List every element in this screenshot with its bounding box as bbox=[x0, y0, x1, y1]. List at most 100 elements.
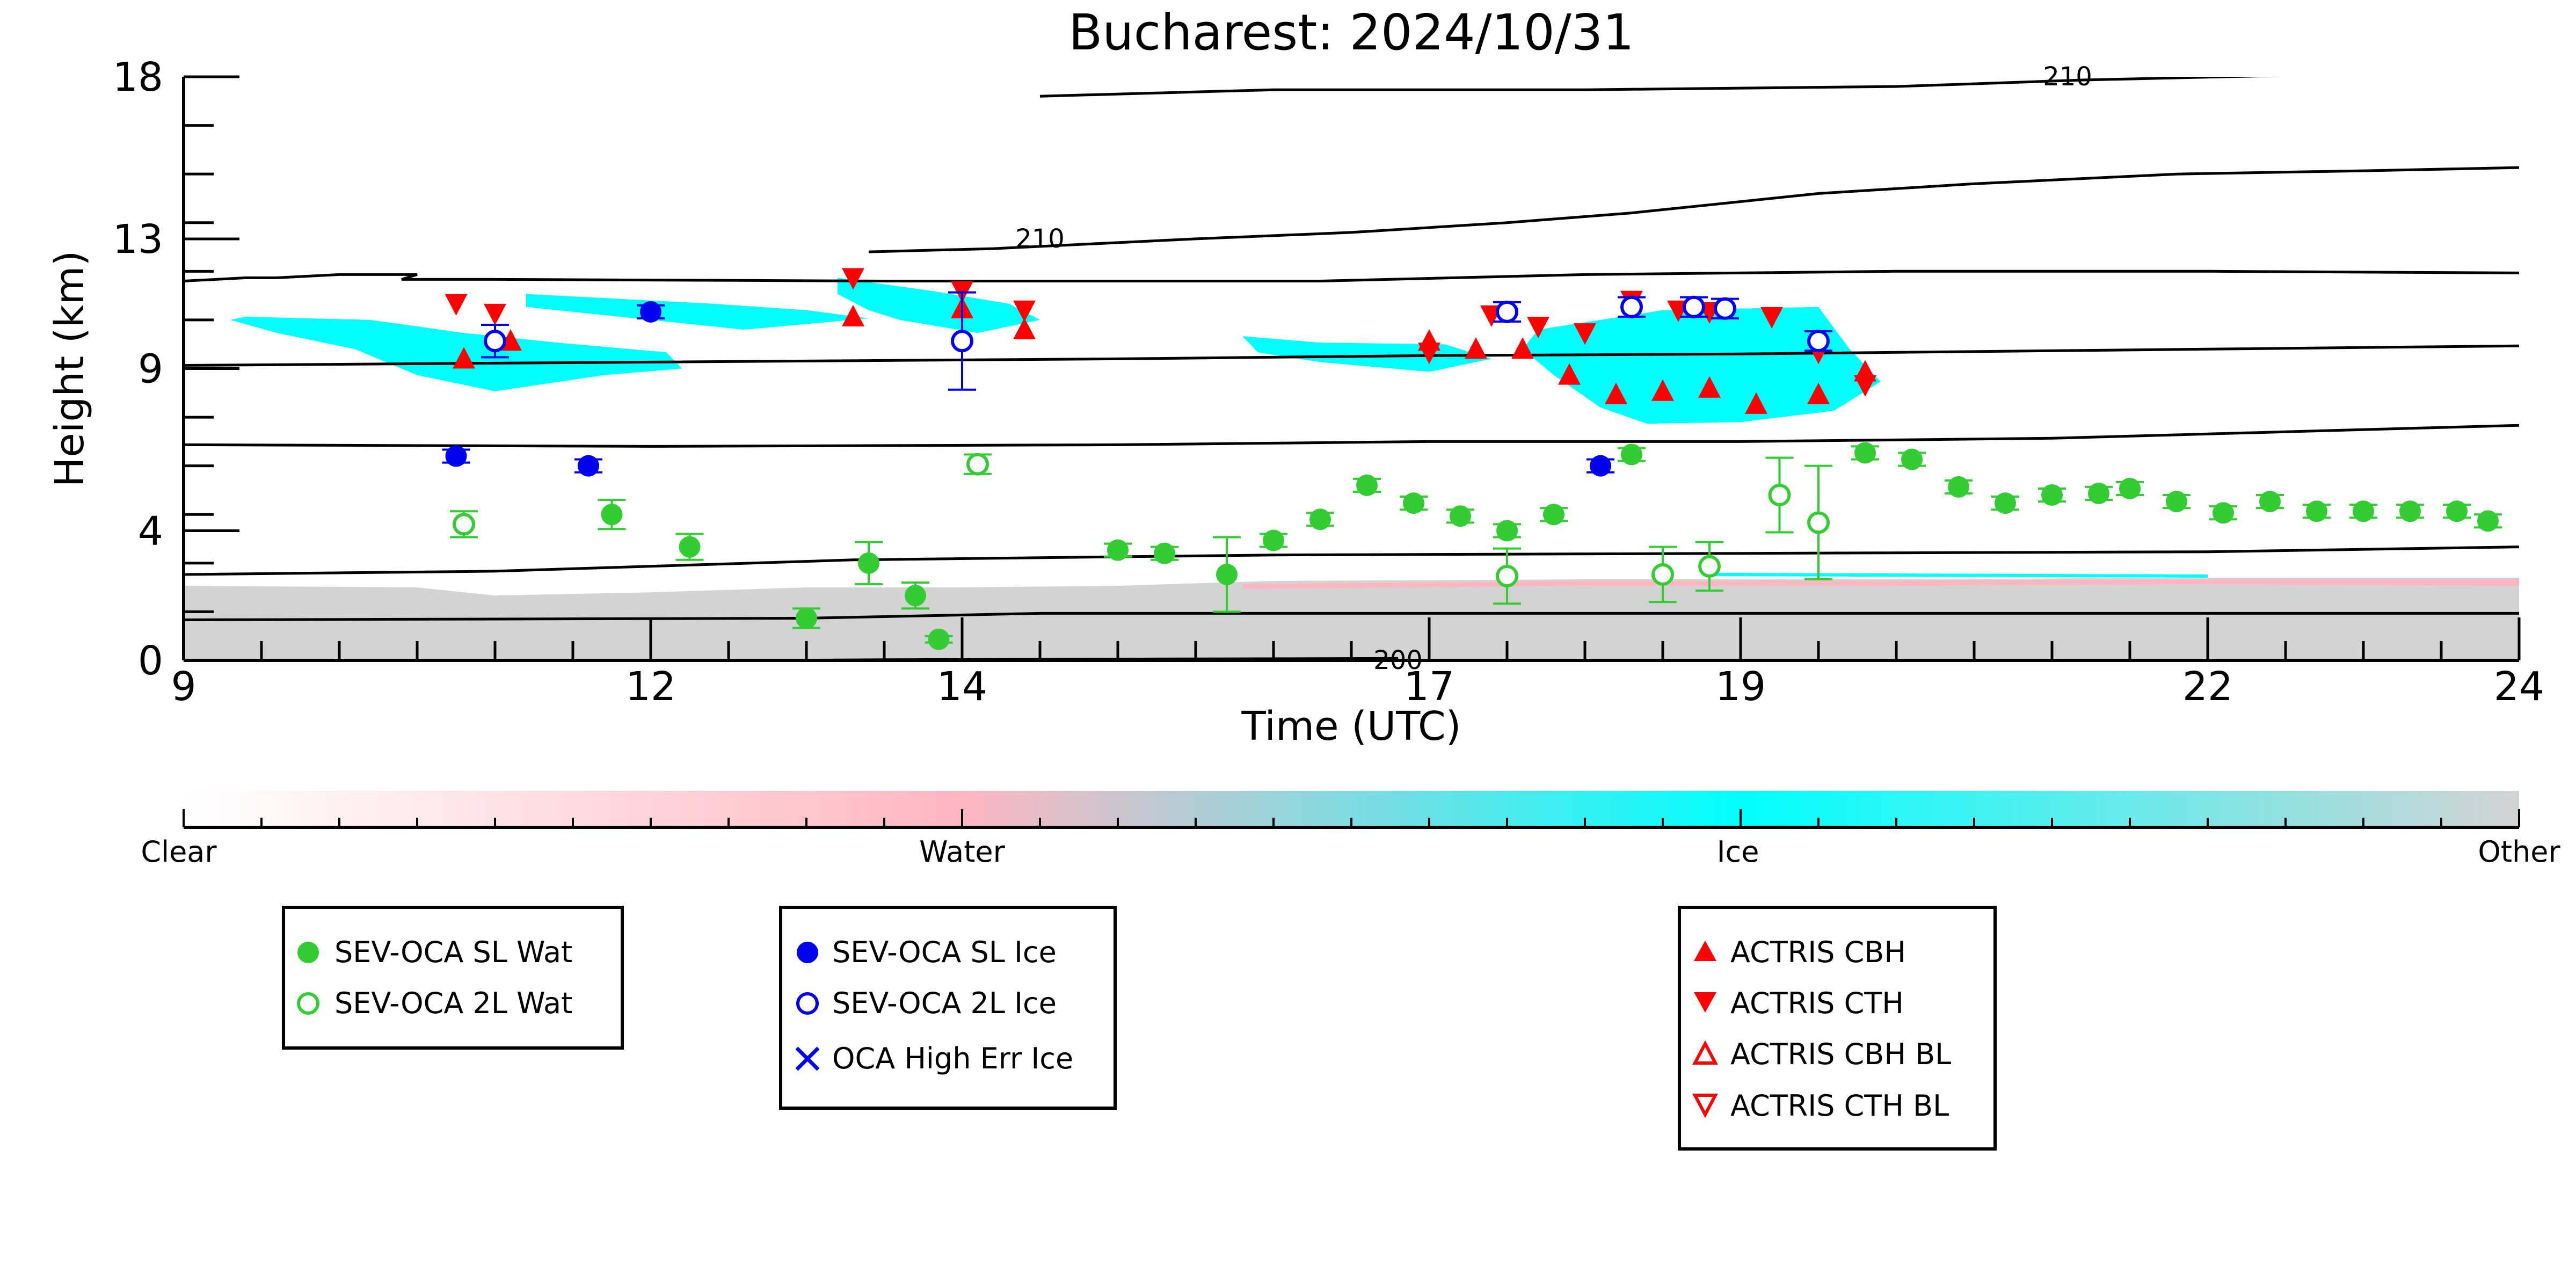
legend-marker-open-circle bbox=[796, 992, 819, 1015]
legend-marker-triangle-up bbox=[1694, 941, 1716, 961]
x-tick-label: 9 bbox=[171, 664, 196, 710]
contour-line bbox=[868, 166, 2519, 253]
data-point bbox=[2213, 502, 2234, 524]
data-point bbox=[1854, 442, 1876, 464]
ice-region-1 bbox=[230, 316, 682, 391]
x-tick-label: 12 bbox=[625, 664, 676, 710]
ice-region-low bbox=[1709, 573, 2208, 578]
legend-label: SEV-OCA 2L Wat bbox=[334, 986, 572, 1020]
data-point bbox=[1216, 563, 1238, 585]
data-point bbox=[905, 585, 926, 607]
other-region bbox=[184, 578, 2519, 660]
data-point bbox=[1309, 508, 1331, 530]
data-point bbox=[1854, 375, 1876, 397]
y-tick-label: 18 bbox=[113, 54, 163, 100]
series-sev-oca-sl-ice bbox=[442, 301, 1614, 477]
data-point bbox=[1683, 295, 1705, 318]
data-point bbox=[842, 304, 864, 326]
data-point bbox=[578, 455, 599, 477]
legend-label: OCA High Err Ice bbox=[832, 1042, 1073, 1075]
data-point bbox=[1698, 555, 1721, 578]
series-sev-oca-2l-wat bbox=[450, 453, 1832, 605]
legend-marker-filled-circle bbox=[797, 942, 818, 963]
data-point bbox=[1714, 297, 1736, 320]
y-tick-label: 4 bbox=[138, 508, 163, 554]
contour-label: 210 bbox=[1015, 224, 1065, 254]
legend-entry-2l-ice: SEV-OCA 2L Ice bbox=[796, 986, 1057, 1020]
legend-marker-x bbox=[795, 1046, 820, 1071]
data-point bbox=[1995, 492, 2016, 514]
chart-title: Bucharest: 2024/10/31 bbox=[1068, 4, 1634, 61]
data-point bbox=[445, 294, 468, 316]
legend-ice: SEV-OCA SL Ice SEV-OCA 2L Ice OCA High E… bbox=[779, 906, 1117, 1110]
y-tick-label: 0 bbox=[138, 638, 163, 684]
y-tick-label: 13 bbox=[113, 216, 163, 263]
data-point bbox=[1590, 455, 1611, 477]
data-point bbox=[1620, 295, 1643, 318]
contour-line bbox=[184, 612, 2519, 621]
data-point bbox=[1403, 492, 1424, 514]
colorbar-label-water: Water bbox=[919, 835, 1005, 869]
data-point bbox=[796, 607, 817, 629]
data-point bbox=[640, 301, 661, 323]
legend-marker-open-triangle-up bbox=[1692, 1040, 1718, 1065]
y-tick-label: 9 bbox=[138, 346, 163, 392]
data-point bbox=[1154, 542, 1175, 564]
data-point bbox=[928, 628, 950, 650]
legend-water: SEV-OCA SL Wat SEV-OCA 2L Wat bbox=[282, 906, 624, 1050]
data-point bbox=[1651, 379, 1674, 401]
data-point bbox=[1511, 337, 1534, 359]
legend-label: ACTRIS CTH bbox=[1730, 986, 1904, 1020]
legend-marker-filled-circle bbox=[297, 942, 319, 963]
colorbar-label-clear: Clear bbox=[141, 835, 217, 869]
data-point bbox=[1807, 382, 1830, 404]
data-point bbox=[679, 536, 701, 558]
contour-line bbox=[184, 270, 2519, 282]
legend-label: SEV-OCA SL Ice bbox=[832, 935, 1057, 969]
data-point bbox=[842, 268, 864, 290]
legend-label: ACTRIS CTH BL bbox=[1730, 1089, 1949, 1123]
data-point bbox=[1418, 343, 1440, 365]
x-tick-label: 19 bbox=[1715, 664, 1766, 710]
legend-marker-open-triangle-down bbox=[1692, 1094, 1718, 1118]
data-point bbox=[1605, 382, 1627, 404]
ice-region-4 bbox=[1242, 336, 1491, 372]
data-point bbox=[1558, 363, 1581, 385]
data-point bbox=[2041, 484, 2063, 506]
contour-line bbox=[184, 424, 2519, 448]
x-axis: 9 12 14 17 19 22 24 bbox=[171, 617, 2544, 710]
data-point bbox=[2119, 477, 2141, 499]
y-axis: 0 4 9 13 18 bbox=[113, 54, 239, 684]
legend-entry-sl-wat: SEV-OCA SL Wat bbox=[297, 935, 572, 969]
series-sev-oca-sl-wat bbox=[598, 442, 2502, 650]
data-point bbox=[1496, 564, 1518, 587]
data-point bbox=[1465, 337, 1487, 359]
legend-actris: ACTRIS CBH ACTRIS CTH ACTRIS CBH BL ACTR… bbox=[1678, 906, 1997, 1151]
ice-region-3 bbox=[838, 278, 1040, 333]
data-point bbox=[453, 347, 475, 369]
legend-entry-high-err-ice: OCA High Err Ice bbox=[795, 1042, 1073, 1075]
series-layer bbox=[442, 268, 2502, 650]
data-point bbox=[1496, 300, 1518, 323]
data-point bbox=[2259, 491, 2281, 513]
legend-entry-actris-cbh: ACTRIS CBH bbox=[1694, 935, 1906, 969]
data-point bbox=[1768, 484, 1791, 507]
ice-region-2 bbox=[526, 294, 869, 330]
data-point bbox=[453, 513, 475, 536]
data-point bbox=[2306, 500, 2327, 522]
data-point bbox=[484, 330, 506, 353]
x-tick-label: 22 bbox=[2182, 664, 2233, 710]
data-point bbox=[1496, 520, 1518, 542]
legend-marker-triangle-down bbox=[1694, 992, 1716, 1013]
data-point bbox=[1698, 376, 1721, 398]
data-point bbox=[1807, 330, 1830, 353]
cloud-phase-field bbox=[184, 278, 2519, 660]
data-point bbox=[1543, 504, 1564, 526]
legend-entry-actris-cth: ACTRIS CTH bbox=[1694, 986, 1904, 1020]
legend-label: ACTRIS CBH BL bbox=[1730, 1037, 1951, 1071]
legend-entry-actris-cth-bl: ACTRIS CTH BL bbox=[1692, 1089, 1949, 1123]
legend-label: SEV-OCA SL Wat bbox=[334, 935, 572, 969]
contour-label: 210 bbox=[2043, 62, 2092, 92]
legend-label: SEV-OCA 2L Ice bbox=[832, 986, 1057, 1020]
legend-entry-2l-wat: SEV-OCA 2L Wat bbox=[297, 986, 572, 1020]
